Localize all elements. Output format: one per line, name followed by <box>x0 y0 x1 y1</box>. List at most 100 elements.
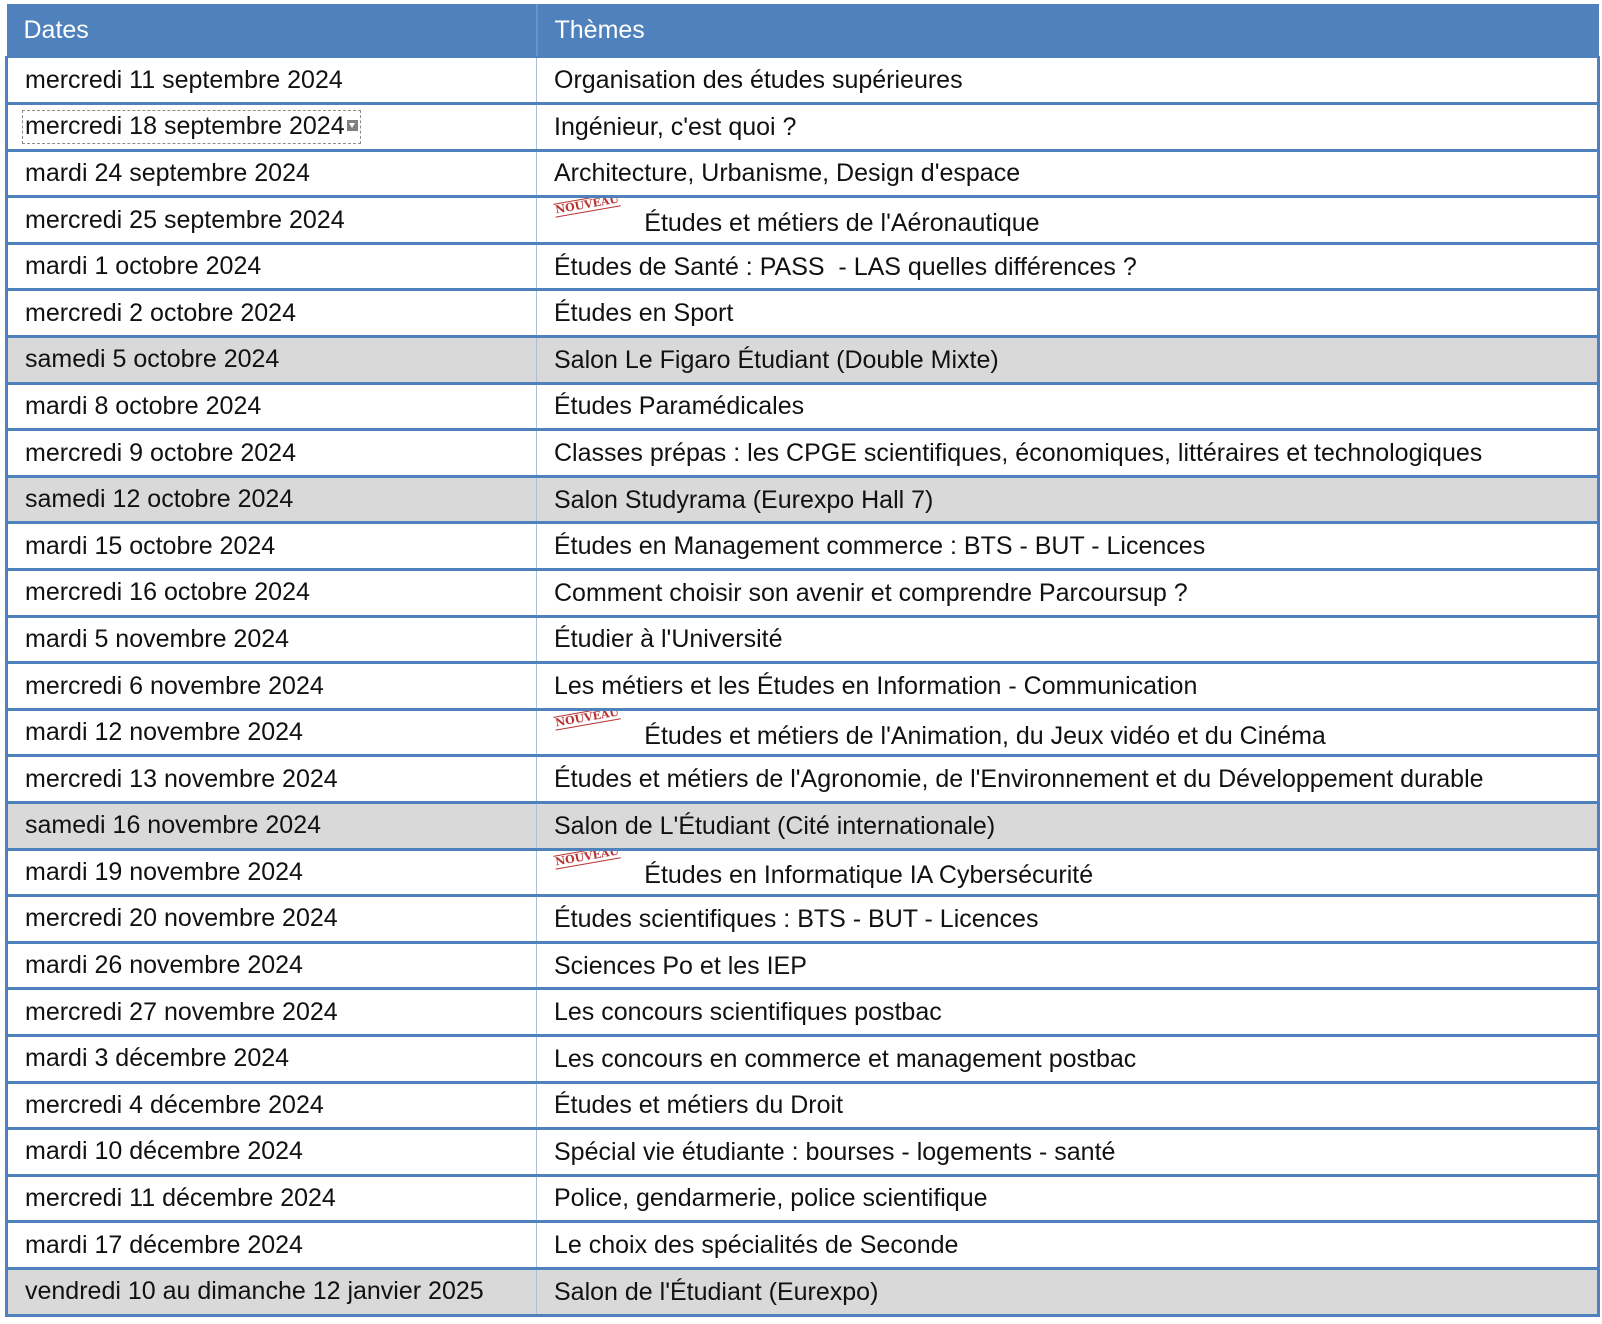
schedule-table-container: Dates Thèmes mercredi 11 septembre 2024 … <box>5 4 1600 1317</box>
date-cell: mercredi 11 décembre 2024 <box>5 1175 537 1224</box>
date-cell: vendredi 10 au dimanche 12 janvier 2025 <box>5 1268 537 1317</box>
theme-text: Police, gendarmerie, police scientifique <box>554 1184 988 1213</box>
theme-cell: Salon de l'Étudiant (Eurexpo) <box>536 1268 1600 1317</box>
theme-text: Études et métiers de l'Agronomie, de l'E… <box>554 765 1484 794</box>
theme-text: Études en Sport <box>554 299 734 328</box>
nouveau-stamp-icon: NOUVEAU <box>553 196 621 218</box>
table-row-salon: samedi 5 octobre 2024 Salon Le Figaro Ét… <box>5 336 1600 385</box>
table-row-salon: samedi 16 novembre 2024 Salon de L'Étudi… <box>5 802 1600 851</box>
date-cell: mercredi 6 novembre 2024 <box>5 662 537 711</box>
table-row: mercredi 25 septembre 2024 NOUVEAU Études… <box>5 196 1600 245</box>
theme-text: Ingénieur, c'est quoi ? <box>554 112 797 141</box>
date-cell: mercredi 4 décembre 2024 <box>5 1082 537 1131</box>
theme-text: Les métiers et les Études en Information… <box>554 671 1198 700</box>
table-row: mercredi 4 décembre 2024 Études et métie… <box>5 1082 1600 1131</box>
theme-text: Salon Studyrama (Eurexpo Hall 7) <box>554 485 934 514</box>
date-cell: samedi 12 octobre 2024 <box>5 476 537 525</box>
theme-cell: Les concours scientifiques postbac <box>536 988 1600 1037</box>
theme-text: Organisation des études supérieures <box>554 65 963 94</box>
theme-cell: NOUVEAU Études et métiers de l'Aéronautiq… <box>536 196 1600 245</box>
date-cell: mercredi 16 octobre 2024 <box>5 569 537 618</box>
theme-cell: Salon de L'Étudiant (Cité internationale… <box>536 802 1600 851</box>
date-cell: mardi 24 septembre 2024 <box>5 150 537 199</box>
date-cell-selected[interactable]: mercredi 18 septembre 2024 <box>5 103 537 152</box>
theme-text: Les concours en commerce et management p… <box>554 1044 1137 1073</box>
date-cell: mardi 3 décembre 2024 <box>5 1035 537 1084</box>
theme-cell: Études scientifiques : BTS - BUT - Licen… <box>536 895 1600 944</box>
date-cell: mercredi 20 novembre 2024 <box>5 895 537 944</box>
date-cell: mardi 8 octobre 2024 <box>5 383 537 432</box>
theme-cell: Architecture, Urbanisme, Design d'espace <box>536 150 1600 199</box>
date-cell: mercredi 9 octobre 2024 <box>5 429 537 478</box>
table-row: mardi 8 octobre 2024 Études Paramédicale… <box>5 383 1600 432</box>
selected-date-text[interactable]: mercredi 18 septembre 2024 <box>22 110 361 144</box>
date-cell: mercredi 13 novembre 2024 <box>5 755 537 804</box>
theme-cell: Classes prépas : les CPGE scientifiques,… <box>536 429 1600 478</box>
date-cell: mardi 19 novembre 2024 <box>5 849 537 898</box>
date-cell: mercredi 2 octobre 2024 <box>5 289 537 339</box>
table-row: mardi 15 octobre 2024 Études en Manageme… <box>5 522 1600 572</box>
theme-text: Études Paramédicales <box>554 392 805 421</box>
theme-cell: Études en Management commerce : BTS - BU… <box>536 522 1600 572</box>
date-cell: mardi 12 novembre 2024 <box>5 709 537 758</box>
table-row: mercredi 16 octobre 2024 Comment choisir… <box>5 569 1600 618</box>
theme-cell: Études en Sport <box>536 289 1600 339</box>
table-row: mardi 12 novembre 2024 NOUVEAU Études et … <box>5 709 1600 758</box>
date-cell: mardi 1 octobre 2024 <box>5 243 537 292</box>
date-cell: mardi 5 novembre 2024 <box>5 616 537 665</box>
theme-cell: Études Paramédicales <box>536 383 1600 432</box>
date-cell: mercredi 11 septembre 2024 <box>5 57 537 106</box>
theme-cell: Salon Le Figaro Étudiant (Double Mixte) <box>536 336 1600 385</box>
schedule-table: Dates Thèmes mercredi 11 septembre 2024 … <box>5 4 1600 1317</box>
table-row: mercredi 27 novembre 2024 Les concours s… <box>5 988 1600 1037</box>
theme-cell: NOUVEAU Études et métiers de l'Animation,… <box>536 709 1600 758</box>
date-cell: mercredi 25 septembre 2024 <box>5 196 537 245</box>
header-dates: Dates <box>6 4 538 58</box>
dropdown-arrow-icon[interactable] <box>346 120 358 132</box>
theme-text: Sciences Po et les IEP <box>554 951 807 980</box>
theme-cell: Spécial vie étudiante : bourses - logeme… <box>536 1128 1600 1177</box>
table-row: mardi 5 novembre 2024 Étudier à l'Univer… <box>5 616 1600 665</box>
table-row: mercredi 18 septembre 2024 Ingénieur, c'… <box>5 103 1600 152</box>
theme-cell: Les métiers et les Études en Information… <box>536 662 1600 711</box>
date-cell: samedi 16 novembre 2024 <box>5 802 537 851</box>
theme-cell: Le choix des spécialités de Seconde <box>536 1221 1600 1270</box>
theme-text: Études scientifiques : BTS - BUT - Licen… <box>554 904 1039 933</box>
table-row: mercredi 11 septembre 2024 Organisation … <box>5 57 1600 106</box>
theme-cell: Étudier à l'Université <box>536 616 1600 665</box>
table-header-row: Dates Thèmes <box>6 4 1599 58</box>
theme-text: Études en Informatique IA Cybersécurité <box>644 861 1094 890</box>
date-cell: mardi 17 décembre 2024 <box>5 1221 537 1270</box>
table-row: mercredi 2 octobre 2024 Études en Sport <box>5 289 1600 339</box>
theme-text: Salon de L'Étudiant (Cité internationale… <box>554 811 996 840</box>
date-cell: samedi 5 octobre 2024 <box>5 336 537 385</box>
table-row: mercredi 11 décembre 2024 Police, gendar… <box>5 1175 1600 1224</box>
table-row: mercredi 13 novembre 2024 Études et méti… <box>5 755 1600 804</box>
theme-text: Les concours scientifiques postbac <box>554 998 942 1027</box>
theme-cell: Études de Santé : PASS - LAS quelles dif… <box>536 243 1600 292</box>
table-row: mardi 10 décembre 2024 Spécial vie étudi… <box>5 1128 1600 1177</box>
table-row: mardi 26 novembre 2024 Sciences Po et le… <box>5 942 1600 991</box>
theme-cell: Études et métiers du Droit <box>536 1082 1600 1131</box>
theme-cell: Ingénieur, c'est quoi ? <box>536 103 1600 152</box>
theme-cell: Police, gendarmerie, police scientifique <box>536 1175 1600 1224</box>
theme-text: Salon Le Figaro Étudiant (Double Mixte) <box>554 345 999 374</box>
table-row: mercredi 6 novembre 2024 Les métiers et … <box>5 662 1600 711</box>
header-themes: Thèmes <box>536 4 1599 58</box>
theme-text: Classes prépas : les CPGE scientifiques,… <box>554 438 1483 467</box>
table-row: mardi 1 octobre 2024 Études de Santé : P… <box>5 243 1600 292</box>
table-row: mardi 19 novembre 2024 NOUVEAU Études en … <box>5 849 1600 898</box>
date-text: mercredi 18 septembre 2024 <box>25 112 345 141</box>
theme-text: Études et métiers de l'Aéronautique <box>644 209 1040 238</box>
theme-cell: Salon Studyrama (Eurexpo Hall 7) <box>536 476 1600 525</box>
theme-cell: Études et métiers de l'Agronomie, de l'E… <box>536 755 1600 804</box>
table-row: mardi 3 décembre 2024 Les concours en co… <box>5 1035 1600 1084</box>
theme-text: Le choix des spécialités de Seconde <box>554 1231 959 1260</box>
nouveau-stamp-icon: NOUVEAU <box>553 709 621 731</box>
theme-text: Étudier à l'Université <box>554 625 783 654</box>
table-row: mardi 17 décembre 2024 Le choix des spéc… <box>5 1221 1600 1270</box>
theme-text: Spécial vie étudiante : bourses - logeme… <box>554 1137 1116 1166</box>
date-cell: mardi 26 novembre 2024 <box>5 942 537 991</box>
theme-cell: NOUVEAU Études en Informatique IA Cybersé… <box>536 849 1600 898</box>
date-cell: mercredi 27 novembre 2024 <box>5 988 537 1037</box>
